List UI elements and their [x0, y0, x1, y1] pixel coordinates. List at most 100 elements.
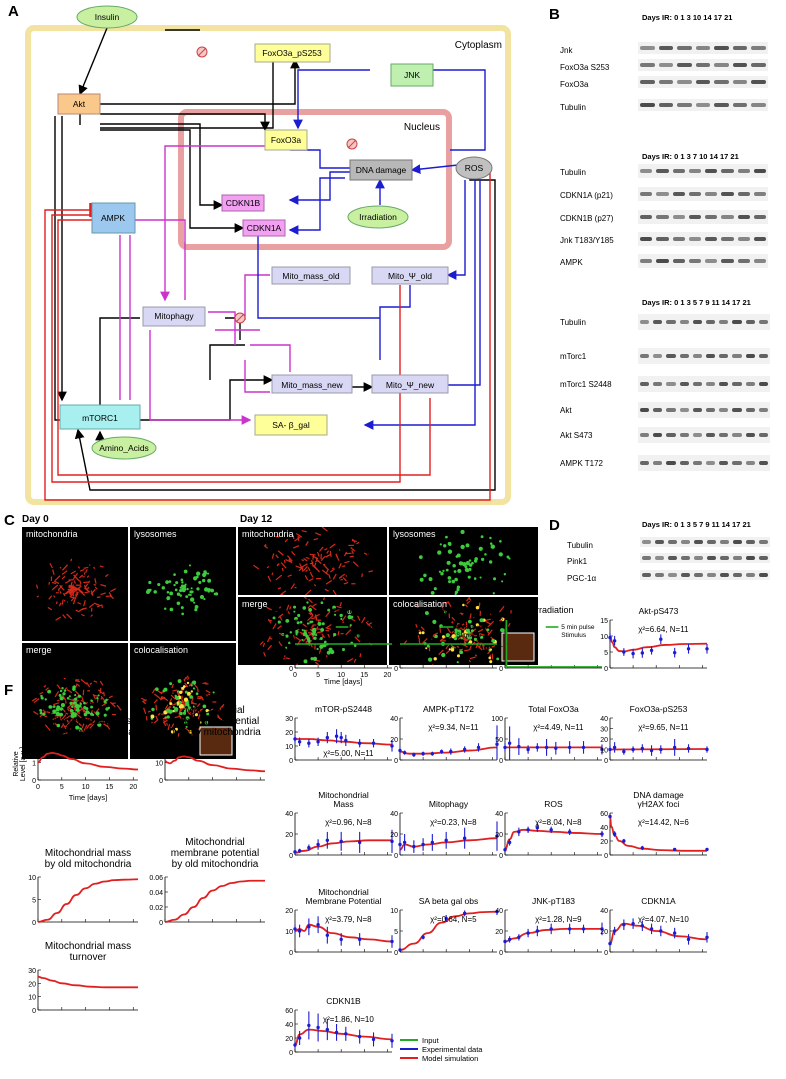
micro-colocalisation: colocalisation [389, 597, 538, 665]
micro-caption: mitochondria [26, 529, 78, 539]
node-akt: Akt [57, 93, 101, 115]
data-point [503, 848, 507, 852]
blot-strip [638, 254, 768, 268]
data-point [325, 1027, 330, 1032]
data-point [390, 1039, 394, 1043]
node-dna-damage: DNA damage [349, 159, 413, 181]
f-model-curve [164, 755, 266, 773]
y-tick-label: 0 [394, 666, 398, 673]
chart-title: Membrane Potential [305, 896, 381, 906]
data-point [567, 745, 572, 750]
data-point [549, 927, 553, 931]
chart-stat: χ²=3.79, N=8 [325, 915, 372, 924]
model-curve [504, 927, 602, 943]
cytoplasm-compartment [25, 25, 511, 505]
f-chart-title: Mitochondrial mass [45, 716, 131, 727]
node-label-sa_bgal: SA- β_gal [272, 420, 310, 430]
data-point [430, 752, 435, 756]
node-mito-psi-old: Mito_Ψ_old [371, 266, 449, 285]
data-point [608, 814, 612, 819]
micro-lysosomes: lysosomes [130, 527, 236, 641]
y-tick-label: 40 [285, 811, 293, 818]
micro-mitochondria: mitochondria [22, 527, 128, 641]
f-chart-title: Mitochondrial [185, 837, 244, 848]
blot-band [714, 103, 729, 107]
model-curve [609, 815, 707, 852]
blot-band [751, 103, 766, 107]
data-point [517, 935, 521, 939]
data-point [535, 929, 540, 933]
y-tick-label: 2 [289, 618, 293, 625]
blot-band [759, 573, 768, 577]
blot-row-label: Jnk [560, 46, 573, 55]
f-chart-title: membrane potential [171, 848, 259, 859]
node-label-insulin: Insulin [95, 12, 120, 22]
node-insulin: Insulin [76, 5, 138, 29]
blot-band [640, 259, 653, 263]
micro-lysosomes: lysosomes [389, 527, 538, 595]
data-point [608, 747, 612, 752]
blot-row-label: AMPK [560, 258, 583, 267]
blot-band [753, 192, 766, 196]
y-tick-label: 40 [285, 1022, 293, 1029]
data-point [600, 927, 604, 931]
blot-band [642, 573, 651, 577]
blot-strip [638, 99, 768, 111]
blot-row-label: Tubulin [560, 103, 586, 112]
data-point [659, 929, 663, 933]
data-point [517, 830, 521, 834]
blot-band [695, 103, 711, 107]
y-tick-label: 1 [499, 642, 503, 649]
y-tick-label: 10 [28, 995, 36, 1002]
blot-band [666, 320, 676, 324]
data-point [649, 927, 654, 931]
blot-band [640, 408, 650, 412]
y-tick-label: 10 [600, 634, 608, 641]
input-legend-text: Stimulus [351, 632, 377, 639]
blot-band [732, 63, 748, 67]
blot-band [677, 63, 692, 67]
blot-band [679, 320, 689, 324]
blot-band [751, 46, 766, 50]
y-tick-label: 5 [394, 929, 398, 936]
micro-caption: mitochondria [242, 529, 294, 539]
blot-band [732, 382, 742, 386]
data-point [325, 735, 330, 740]
data-point [495, 834, 499, 838]
chart-title: γH2AX foci [637, 799, 679, 809]
blot-band [694, 556, 703, 560]
blot-strip [638, 314, 770, 330]
f-model-curve [164, 879, 265, 923]
blot-band [692, 408, 702, 412]
data-point [507, 937, 512, 942]
y-tick-label: 0.04 [149, 890, 163, 897]
micro-caption: merge [26, 645, 52, 655]
blot-band [737, 215, 750, 219]
blot-band [737, 169, 750, 173]
data-point [659, 747, 663, 752]
model-curve [609, 748, 708, 751]
data-point [581, 927, 586, 931]
blot-band [653, 433, 663, 437]
blot-band [706, 382, 716, 386]
blot-band [692, 354, 702, 358]
blot-row-label: AMPK T172 [560, 459, 603, 468]
blot-band [745, 320, 755, 324]
blot-band [640, 192, 653, 196]
node-mito-psi-new: Mito_Ψ_new [371, 374, 449, 394]
blot-band [672, 259, 685, 263]
data-point [444, 838, 448, 842]
data-point [581, 745, 586, 750]
y-tick-label: 0 [289, 758, 293, 765]
blot-band [642, 540, 651, 544]
data-point [412, 753, 416, 757]
chart-stat: χ²=0.23, N=8 [430, 818, 477, 827]
y-tick-label: 20 [390, 737, 398, 744]
y-tick-label: 20 [285, 832, 293, 839]
y-tick-label: 100 [491, 716, 503, 723]
blot-band [681, 540, 690, 544]
blot-band [732, 461, 742, 465]
blot-band [745, 461, 755, 465]
data-point [297, 929, 302, 933]
f-chart-title: Mitochondrial mass [45, 941, 131, 952]
